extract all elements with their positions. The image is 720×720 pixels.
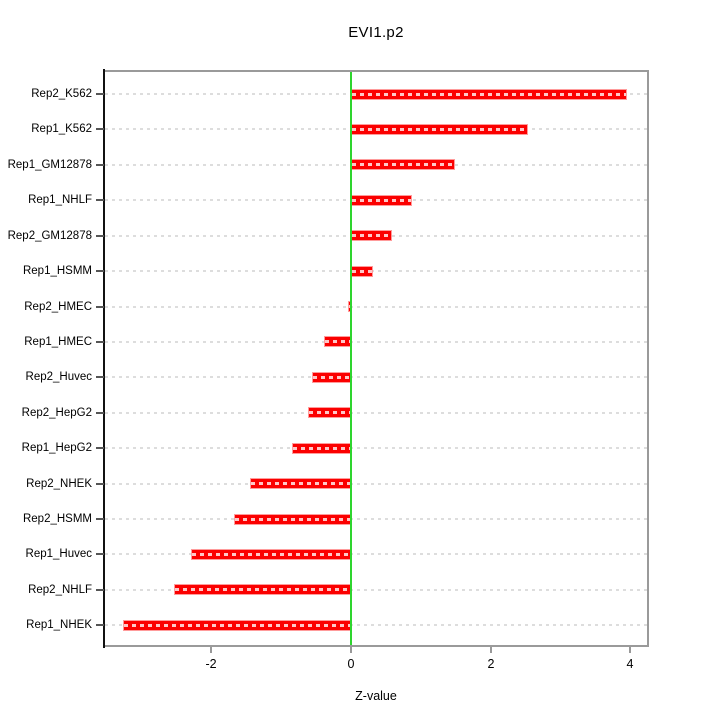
y-axis-label: Rep1_GM12878: [7, 159, 92, 171]
bar-dash-pattern: [352, 234, 391, 237]
grid-line: [105, 376, 647, 378]
grid-line: [105, 306, 647, 308]
plot-border-bottom: [103, 645, 649, 647]
bar-dash-pattern: [124, 624, 350, 627]
y-axis-label: Rep1_Huvec: [25, 548, 92, 560]
grid-line: [105, 483, 647, 485]
x-axis-tick-label: 2: [487, 657, 495, 671]
bar-dash-pattern: [352, 93, 626, 96]
bar-Rep2_K562: [351, 89, 627, 100]
y-axis-tick: [96, 589, 104, 591]
y-axis-label: Rep1_HSMM: [22, 265, 92, 277]
bar-Rep1_GM12878: [351, 159, 455, 170]
bar-Rep2_GM12878: [351, 230, 392, 241]
bar-dash-pattern: [175, 588, 350, 591]
zero-reference-line: [350, 71, 352, 646]
x-axis-tick-label: -2: [205, 657, 217, 671]
bar-Rep1_NHLF: [351, 195, 412, 206]
bar-dash-pattern: [352, 199, 411, 202]
bar-Rep1_K562: [351, 124, 528, 135]
y-axis-label: Rep1_HepG2: [21, 442, 92, 454]
grid-line: [105, 341, 647, 343]
bar-dash-pattern: [251, 482, 350, 485]
bar-dash-pattern: [352, 128, 527, 131]
bar-Rep1_HSMM: [351, 266, 373, 277]
y-axis-label: Rep2_NHLF: [28, 584, 92, 596]
x-axis-tick: [350, 647, 352, 653]
bar-dash-pattern: [235, 518, 350, 521]
y-axis-tick: [96, 624, 104, 626]
bar-dash-pattern: [349, 305, 350, 308]
grid-line: [105, 412, 647, 414]
x-axis-tick: [210, 647, 212, 653]
grid-line: [105, 553, 647, 555]
bar-dash-pattern: [352, 270, 372, 273]
x-axis-tick-label: 4: [626, 657, 634, 671]
grid-line: [105, 270, 647, 272]
plot-border-right: [647, 70, 649, 647]
bar-Rep1_Huvec: [191, 549, 351, 560]
bar-Rep2_Huvec: [312, 372, 351, 383]
bar-dash-pattern: [293, 447, 350, 450]
x-axis-tick: [490, 647, 492, 653]
bar-dash-pattern: [325, 340, 350, 343]
grid-line: [105, 447, 647, 449]
bar-dash-pattern: [192, 553, 350, 556]
y-axis-label: Rep1_K562: [31, 123, 92, 135]
y-axis-label: Rep1_HMEC: [24, 336, 92, 348]
y-axis-tick: [96, 235, 104, 237]
y-axis-tick: [96, 483, 104, 485]
y-axis-tick: [96, 199, 104, 201]
y-axis-tick: [96, 376, 104, 378]
bar-Rep1_NHEK: [123, 620, 351, 631]
y-axis-label: Rep2_K562: [31, 88, 92, 100]
y-axis-label: Rep1_NHEK: [26, 619, 92, 631]
y-axis-tick: [96, 270, 104, 272]
grid-line: [105, 589, 647, 591]
y-axis-label: Rep2_NHEK: [26, 478, 92, 490]
y-axis-label: Rep2_HMEC: [24, 301, 92, 313]
plot-border-top: [103, 70, 649, 72]
bar-Rep1_HepG2: [292, 443, 351, 454]
bar-Rep2_NHEK: [250, 478, 351, 489]
y-axis-label: Rep1_NHLF: [28, 194, 92, 206]
grid-line: [105, 624, 647, 626]
bar-Rep1_HMEC: [324, 336, 351, 347]
y-axis-tick: [96, 93, 104, 95]
y-axis-tick: [96, 306, 104, 308]
bar-Rep2_HepG2: [308, 407, 351, 418]
y-axis-tick: [96, 412, 104, 414]
x-axis-title: Z-value: [355, 689, 397, 703]
x-axis-tick: [629, 647, 631, 653]
y-axis-label: Rep2_Huvec: [25, 371, 92, 383]
y-axis-label: Rep2_GM12878: [7, 230, 92, 242]
y-axis-label: Rep2_HSMM: [22, 513, 92, 525]
grid-line: [105, 518, 647, 520]
y-axis-label: Rep2_HepG2: [21, 407, 92, 419]
chart-title: EVI1.p2: [348, 24, 404, 41]
y-axis-tick: [96, 447, 104, 449]
y-axis-tick: [96, 553, 104, 555]
bar-Rep2_NHLF: [174, 584, 351, 595]
bar-dash-pattern: [352, 163, 454, 166]
bar-Rep2_HSMM: [234, 514, 351, 525]
y-axis-tick: [96, 518, 104, 520]
y-axis-tick: [96, 164, 104, 166]
y-axis-line: [103, 69, 105, 648]
bar-dash-pattern: [313, 376, 350, 379]
y-axis-tick: [96, 341, 104, 343]
x-axis-tick-label: 0: [347, 657, 355, 671]
y-axis-tick: [96, 128, 104, 130]
bar-dash-pattern: [309, 411, 350, 414]
